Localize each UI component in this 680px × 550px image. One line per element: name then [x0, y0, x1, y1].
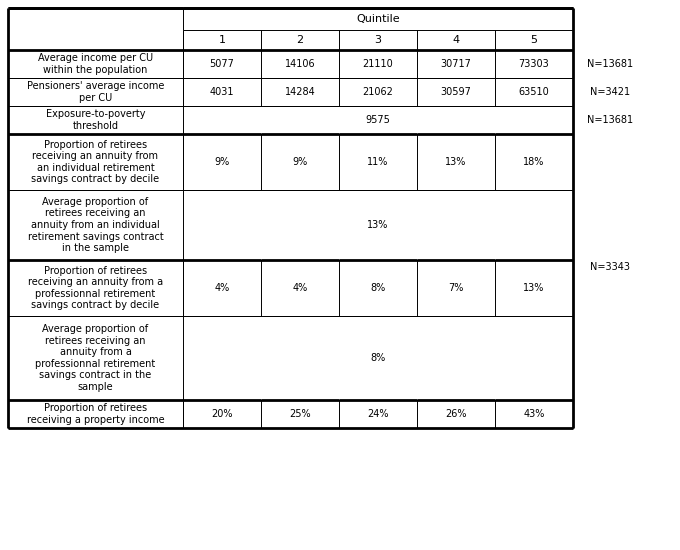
Text: N=13681: N=13681 [587, 115, 633, 125]
Text: 20%: 20% [211, 409, 233, 419]
Text: 4031: 4031 [209, 87, 234, 97]
Text: 1: 1 [218, 35, 226, 45]
Text: 30717: 30717 [441, 59, 471, 69]
Text: 63510: 63510 [519, 87, 549, 97]
Text: N=3421: N=3421 [590, 87, 630, 97]
Text: 13%: 13% [367, 220, 389, 230]
Text: 25%: 25% [289, 409, 311, 419]
Text: 73303: 73303 [519, 59, 549, 69]
Text: 13%: 13% [445, 157, 466, 167]
Text: 21110: 21110 [362, 59, 393, 69]
Text: 7%: 7% [448, 283, 464, 293]
Text: N=13681: N=13681 [587, 59, 633, 69]
Text: 4%: 4% [214, 283, 230, 293]
Text: 4%: 4% [292, 283, 307, 293]
Text: Quintile: Quintile [356, 14, 400, 24]
Text: 24%: 24% [367, 409, 389, 419]
Text: 8%: 8% [371, 353, 386, 363]
Text: Exposure-to-poverty
threshold: Exposure-to-poverty threshold [46, 109, 146, 131]
Text: 11%: 11% [367, 157, 389, 167]
Text: 21062: 21062 [362, 87, 394, 97]
Text: 9%: 9% [214, 157, 230, 167]
Text: Average proportion of
retirees receiving an
annuity from a
professionnal retirem: Average proportion of retirees receiving… [35, 324, 156, 392]
Text: 13%: 13% [524, 283, 545, 293]
Text: Proportion of retirees
receiving a property income: Proportion of retirees receiving a prope… [27, 403, 165, 425]
Text: 9575: 9575 [366, 115, 390, 125]
Text: Pensioners' average income
per CU: Pensioners' average income per CU [27, 81, 164, 103]
Text: 2: 2 [296, 35, 303, 45]
Text: 4: 4 [452, 35, 460, 45]
Text: 8%: 8% [371, 283, 386, 293]
Text: 30597: 30597 [441, 87, 471, 97]
Text: 9%: 9% [292, 157, 307, 167]
Text: N=3343: N=3343 [590, 262, 630, 272]
Text: Proportion of retirees
receiving an annuity from
an individual retirement
saving: Proportion of retirees receiving an annu… [31, 140, 160, 184]
Text: 5077: 5077 [209, 59, 235, 69]
Text: 26%: 26% [445, 409, 466, 419]
Text: 5: 5 [530, 35, 537, 45]
Text: Average proportion of
retirees receiving an
annuity from an individual
retiremen: Average proportion of retirees receiving… [28, 197, 163, 253]
Text: 18%: 18% [524, 157, 545, 167]
Text: Proportion of retirees
receiving an annuity from a
professionnal retirement
savi: Proportion of retirees receiving an annu… [28, 266, 163, 310]
Text: 14284: 14284 [285, 87, 316, 97]
Text: Average income per CU
within the population: Average income per CU within the populat… [38, 53, 153, 75]
Text: 14106: 14106 [285, 59, 316, 69]
Text: 3: 3 [375, 35, 381, 45]
Text: 43%: 43% [524, 409, 545, 419]
